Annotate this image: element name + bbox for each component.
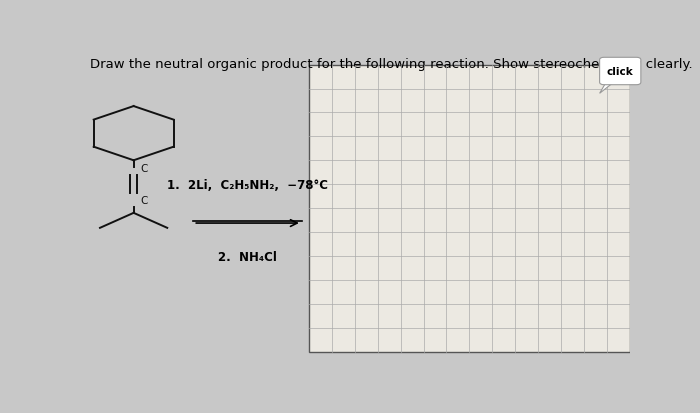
Text: 2.  NH₄Cl: 2. NH₄Cl [218, 250, 277, 263]
Text: C: C [141, 164, 148, 174]
Text: click: click [607, 67, 634, 77]
FancyBboxPatch shape [600, 58, 641, 85]
Text: C: C [141, 196, 148, 206]
Text: 1.  2Li,  C₂H₅NH₂,  −78°C: 1. 2Li, C₂H₅NH₂, −78°C [167, 178, 328, 191]
Bar [309, 66, 630, 352]
Text: Draw the neutral organic product for the following reaction. Show stereochemistr: Draw the neutral organic product for the… [90, 57, 693, 71]
Polygon shape [600, 83, 614, 94]
